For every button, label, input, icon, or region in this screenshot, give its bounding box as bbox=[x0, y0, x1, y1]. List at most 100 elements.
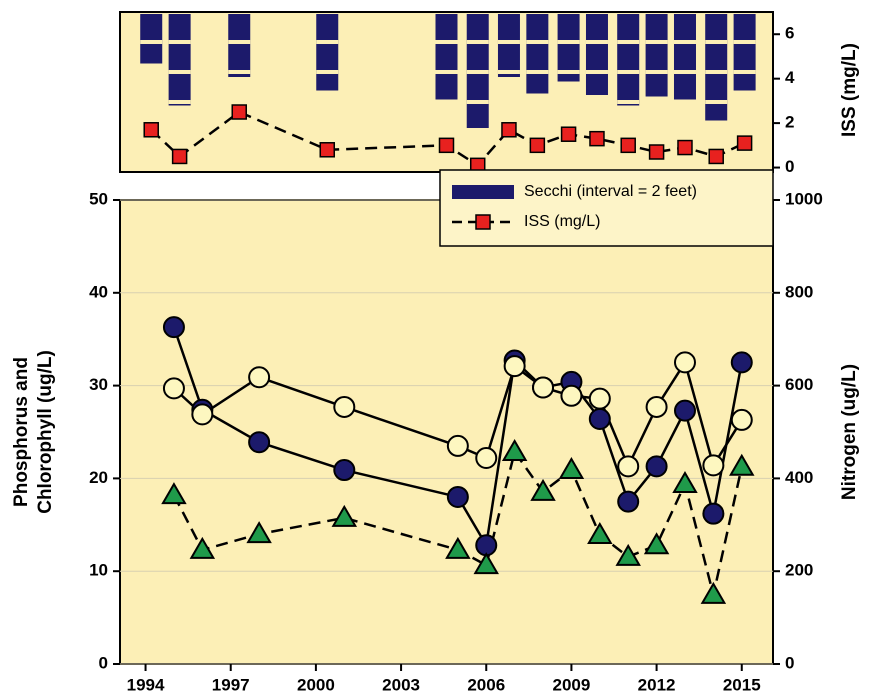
point bbox=[331, 504, 358, 527]
point bbox=[161, 482, 187, 505]
point bbox=[530, 478, 556, 501]
bar bbox=[168, 14, 191, 106]
bar-gap bbox=[526, 40, 549, 44]
point bbox=[162, 377, 185, 400]
point bbox=[248, 431, 271, 454]
bar-gap bbox=[673, 70, 696, 74]
bar-gap bbox=[673, 40, 696, 44]
point bbox=[700, 581, 727, 604]
bar-gap bbox=[705, 40, 728, 44]
y-axis-label: Phosphorus and bbox=[11, 357, 32, 507]
point bbox=[501, 438, 528, 461]
bar-gap bbox=[557, 40, 580, 44]
point bbox=[588, 387, 611, 410]
y2-tick-label: 0 bbox=[785, 653, 794, 672]
bar-gap bbox=[617, 100, 640, 104]
point bbox=[620, 137, 636, 154]
point bbox=[617, 455, 640, 478]
y2-tick-label: 0 bbox=[785, 157, 794, 176]
bar-gap bbox=[526, 70, 549, 74]
bar bbox=[435, 14, 458, 100]
bar-gap bbox=[466, 70, 489, 74]
point bbox=[673, 351, 696, 374]
x-tick-label: 1994 bbox=[127, 675, 165, 694]
point bbox=[189, 536, 216, 559]
point bbox=[729, 453, 755, 476]
y-tick-label: 10 bbox=[89, 561, 108, 580]
bar bbox=[140, 14, 163, 64]
bar-gap bbox=[705, 100, 728, 104]
bar-gap bbox=[228, 70, 251, 74]
bar-gap bbox=[645, 70, 668, 74]
point bbox=[648, 144, 665, 160]
point bbox=[730, 351, 753, 374]
point bbox=[645, 395, 668, 418]
point bbox=[587, 522, 613, 545]
x-tick-label: 2012 bbox=[638, 675, 676, 694]
bar bbox=[585, 14, 608, 95]
point bbox=[503, 355, 526, 378]
bar bbox=[673, 14, 696, 100]
point bbox=[617, 490, 640, 513]
bar bbox=[557, 14, 580, 82]
legend-label: ISS (mg/L) bbox=[524, 213, 600, 230]
bar-gap bbox=[435, 70, 458, 74]
bar-gap bbox=[228, 40, 251, 44]
y2-tick-label: 400 bbox=[785, 468, 813, 487]
point bbox=[446, 485, 469, 508]
point bbox=[231, 104, 247, 120]
bar-gap bbox=[617, 40, 640, 44]
x-tick-label: 2009 bbox=[553, 675, 591, 694]
bar-gap bbox=[168, 40, 191, 44]
y2-tick-label: 200 bbox=[785, 561, 813, 580]
point bbox=[333, 395, 356, 418]
y2-tick-label: 4 bbox=[785, 68, 795, 87]
y-tick-label: 0 bbox=[99, 653, 108, 672]
bar-gap bbox=[645, 40, 668, 44]
bar-gap bbox=[733, 70, 756, 74]
x-tick-label: 1997 bbox=[212, 675, 250, 694]
x-tick-label: 2015 bbox=[723, 675, 761, 694]
point bbox=[473, 552, 499, 575]
point bbox=[246, 521, 272, 544]
x-tick-label: 2003 bbox=[382, 675, 420, 694]
point bbox=[643, 532, 670, 555]
y2-tick-label: 6 bbox=[785, 24, 794, 43]
point bbox=[702, 502, 725, 525]
bar-gap bbox=[168, 70, 191, 74]
point bbox=[645, 455, 668, 478]
point bbox=[558, 457, 585, 480]
point bbox=[501, 122, 517, 138]
bar bbox=[733, 14, 756, 91]
point bbox=[532, 376, 555, 399]
bar-gap bbox=[705, 70, 728, 74]
point bbox=[438, 137, 455, 154]
y2-axis-label: Nitrogen (ug/L) bbox=[839, 364, 860, 500]
y2-tick-label: 1000 bbox=[785, 189, 823, 208]
point bbox=[191, 403, 214, 426]
bar-gap bbox=[466, 40, 489, 44]
x-tick-label: 2000 bbox=[297, 675, 335, 694]
y-tick-label: 30 bbox=[89, 375, 108, 394]
bar-gap bbox=[435, 40, 458, 44]
point bbox=[162, 316, 185, 339]
point bbox=[589, 130, 605, 147]
bar-gap bbox=[168, 100, 191, 104]
bar bbox=[705, 14, 728, 121]
point bbox=[529, 137, 546, 154]
point bbox=[319, 142, 336, 158]
bar bbox=[645, 14, 668, 97]
bar bbox=[228, 14, 251, 77]
point bbox=[730, 408, 753, 431]
point bbox=[475, 446, 498, 469]
point bbox=[143, 122, 159, 138]
point bbox=[736, 135, 753, 151]
bar-gap bbox=[585, 40, 608, 44]
legend-swatch bbox=[475, 214, 491, 230]
y2-tick-label: 800 bbox=[785, 282, 813, 301]
point bbox=[248, 366, 271, 389]
bar-gap bbox=[497, 40, 520, 44]
bar-gap bbox=[733, 40, 756, 44]
point bbox=[560, 126, 577, 142]
